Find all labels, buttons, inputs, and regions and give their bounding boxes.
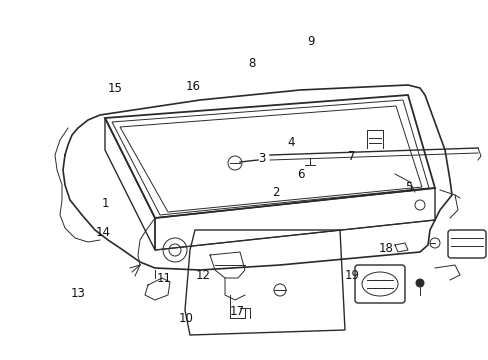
Circle shape bbox=[415, 279, 423, 287]
Text: 18: 18 bbox=[378, 242, 393, 255]
Text: 3: 3 bbox=[257, 152, 265, 165]
Text: 13: 13 bbox=[71, 287, 85, 300]
Text: 7: 7 bbox=[347, 150, 355, 163]
Text: 19: 19 bbox=[344, 269, 359, 282]
Text: 1: 1 bbox=[101, 197, 109, 210]
Text: 15: 15 bbox=[107, 82, 122, 95]
Text: 14: 14 bbox=[95, 226, 110, 239]
Text: 11: 11 bbox=[156, 273, 171, 285]
Text: 10: 10 bbox=[178, 312, 193, 325]
Text: 17: 17 bbox=[229, 305, 244, 318]
Text: 9: 9 bbox=[306, 35, 314, 48]
Text: 4: 4 bbox=[286, 136, 294, 149]
Text: 5: 5 bbox=[404, 181, 411, 194]
Text: 2: 2 bbox=[272, 186, 280, 199]
Text: 16: 16 bbox=[185, 80, 200, 93]
Text: 8: 8 bbox=[247, 57, 255, 69]
Text: 6: 6 bbox=[296, 168, 304, 181]
Text: 12: 12 bbox=[195, 269, 210, 282]
